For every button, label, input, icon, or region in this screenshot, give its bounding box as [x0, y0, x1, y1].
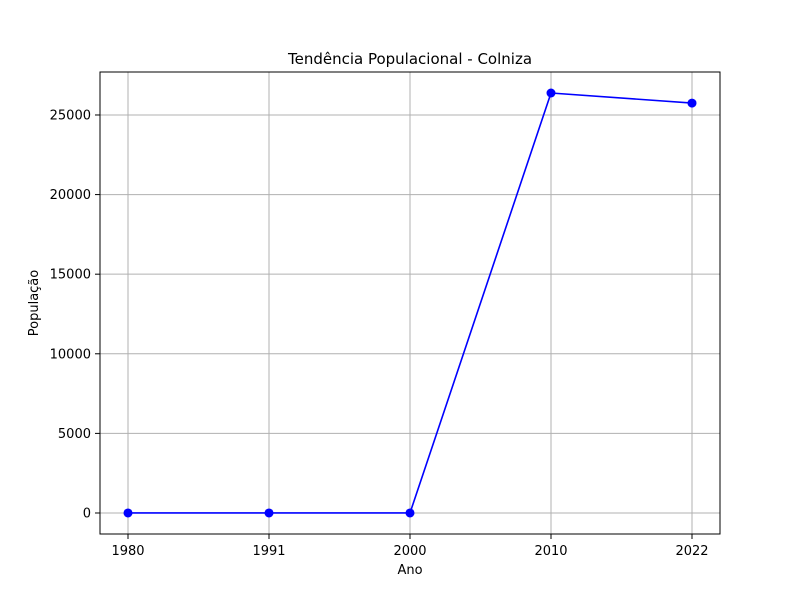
y-axis-ticks: 0 5000 10000 15000 20000 25000 — [50, 108, 100, 521]
data-point-marker — [687, 98, 697, 108]
x-tick-label: 1980 — [111, 544, 144, 559]
data-point-marker — [123, 508, 133, 518]
y-tick-label: 25000 — [50, 108, 91, 123]
data-point-marker — [264, 508, 274, 518]
x-tick-label: 2000 — [393, 544, 426, 559]
x-tick-label: 2022 — [675, 544, 708, 559]
y-tick-label: 10000 — [50, 347, 91, 362]
x-tick-label: 1991 — [252, 544, 285, 559]
series — [123, 88, 697, 518]
data-point-marker — [405, 508, 415, 518]
y-tick-label: 5000 — [58, 427, 91, 442]
y-tick-label: 20000 — [50, 188, 91, 203]
data-point-marker — [546, 88, 556, 98]
x-tick-label: 2010 — [534, 544, 567, 559]
chart-title: Tendência Populacional - Colniza — [287, 50, 532, 68]
y-tick-label: 0 — [83, 506, 91, 521]
y-axis-label: População — [27, 270, 42, 337]
x-axis-ticks: 1980 1991 2000 2010 2022 — [111, 534, 709, 559]
x-axis-label: Ano — [397, 563, 422, 578]
y-tick-label: 15000 — [50, 268, 91, 283]
